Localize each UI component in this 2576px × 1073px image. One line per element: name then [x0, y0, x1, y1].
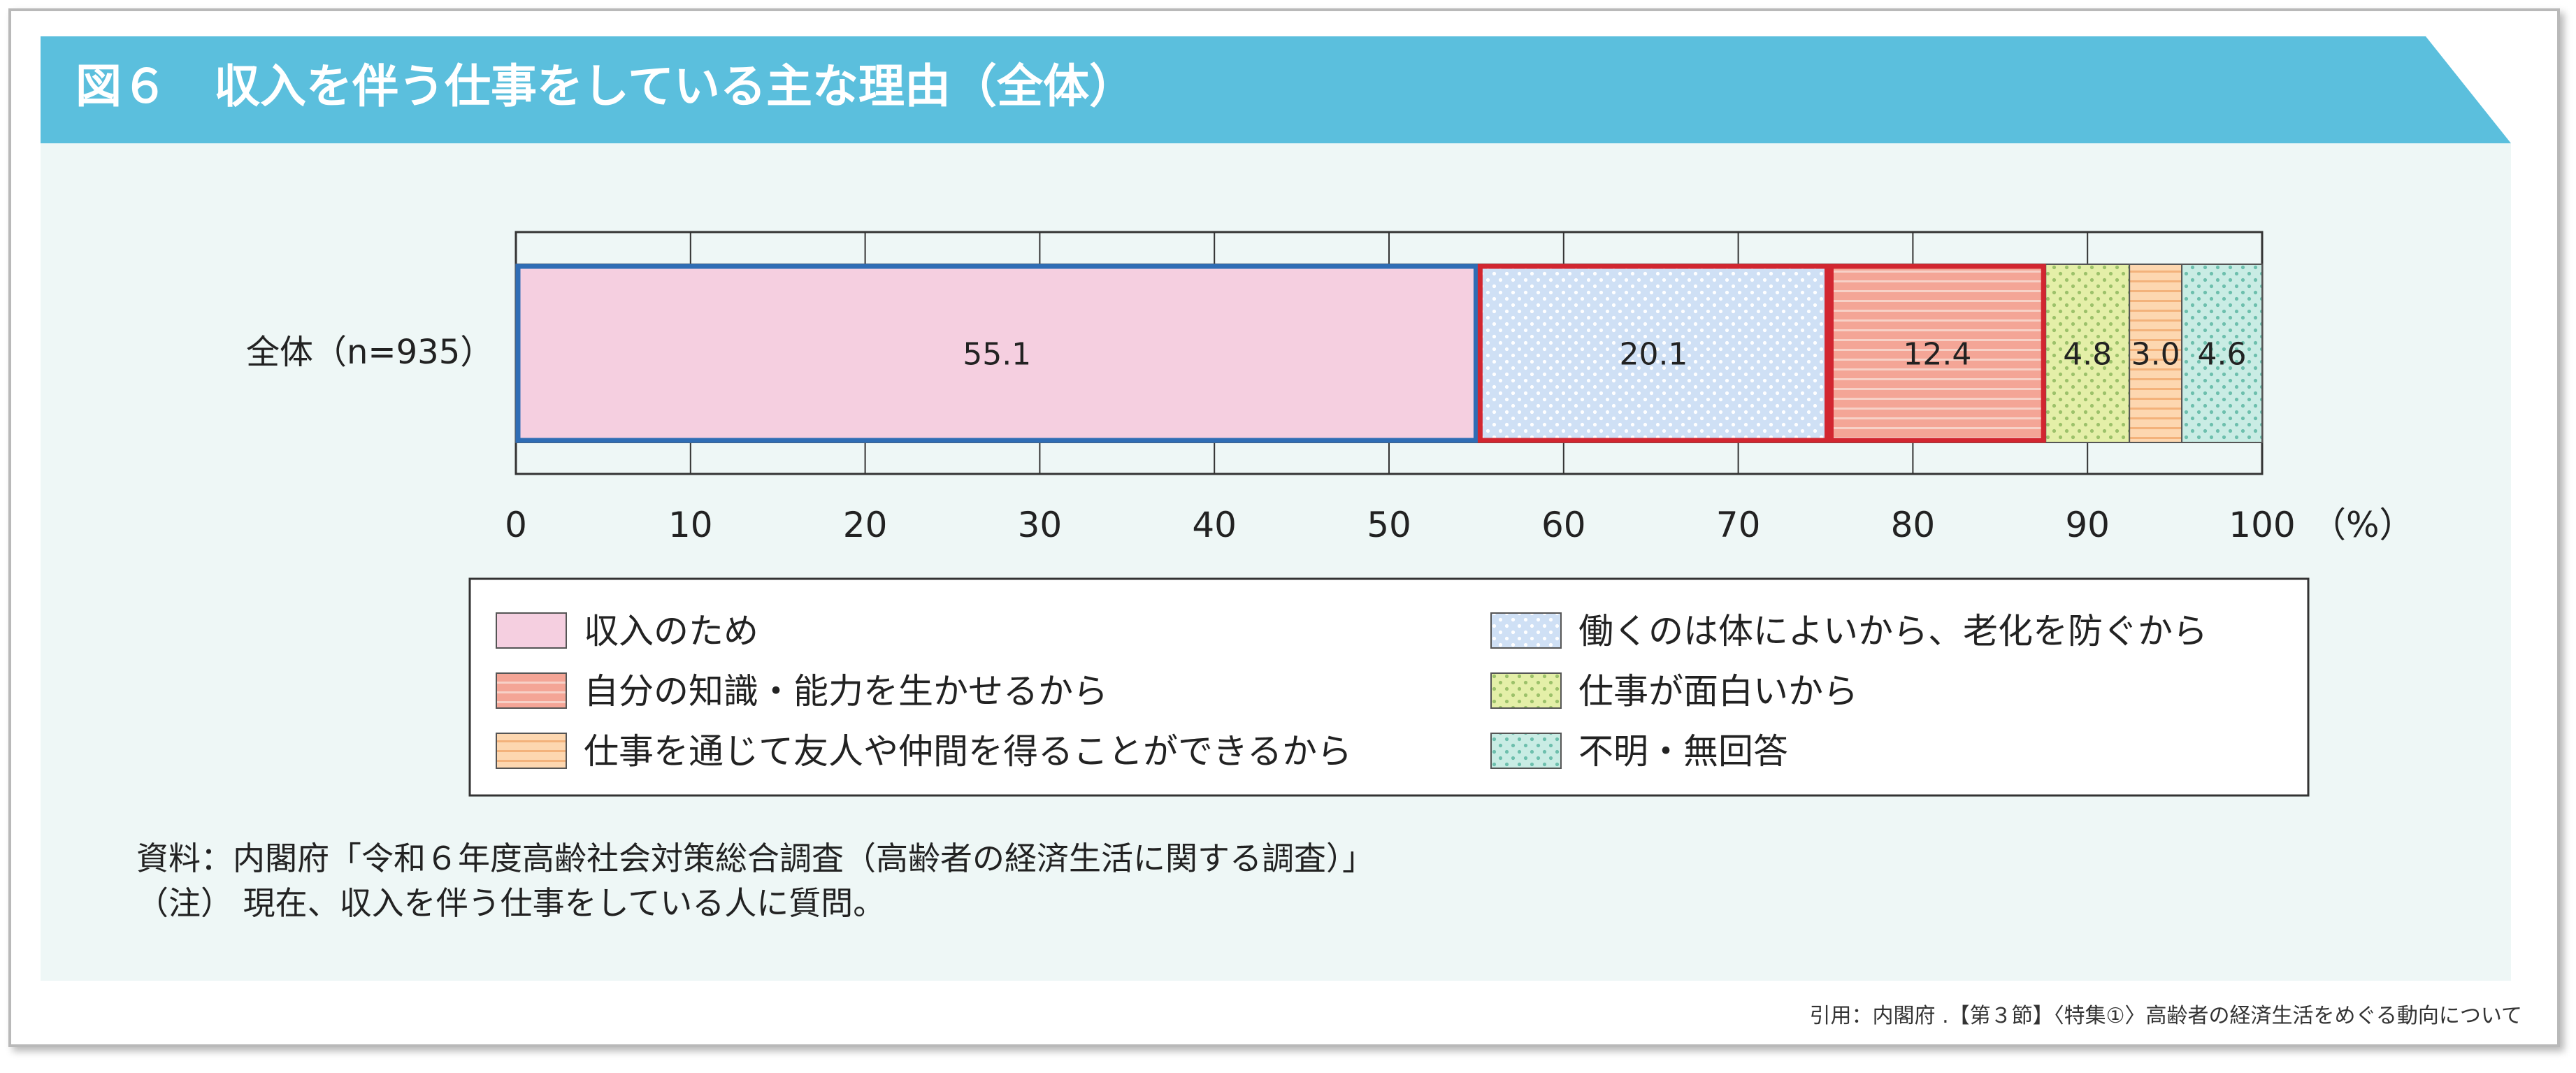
legend-label: 収入のため: [584, 611, 758, 651]
x-tick-label: 10: [668, 505, 713, 545]
bar-segment-outline: [1477, 264, 1829, 443]
data-label: 20.1: [1619, 337, 1688, 373]
source-note: 資料：内閣府「令和６年度高齢社会対策総合調査（高齢者の経済生活に関する調査）」: [136, 840, 1374, 877]
data-label: 12.4: [1903, 337, 1971, 373]
legend-label: 自分の知識・能力を生かせるから: [584, 671, 1108, 712]
legend-swatch: [1490, 672, 1562, 709]
x-tick-label: 50: [1367, 505, 1411, 545]
chart-title: 図６ 収入を伴う仕事をしている主な理由（全体）: [75, 59, 1135, 113]
legend-box: [468, 577, 2310, 797]
data-label: 4.8: [2063, 337, 2112, 373]
x-tick-label: 30: [1018, 505, 1063, 545]
legend-swatch: [496, 612, 567, 649]
data-label: 55.1: [963, 337, 1031, 373]
legend-swatch: [1490, 733, 1562, 769]
x-tick-label: 40: [1192, 505, 1237, 545]
bar-segment: [2181, 264, 2264, 443]
bar-segment-outline: [515, 264, 1478, 443]
legend: 収入のため自分の知識・能力を生かせるから仕事を通じて友人や仲間を得ることができる…: [468, 577, 2310, 797]
legend-swatch: [496, 672, 567, 709]
legend-swatch: [1490, 612, 1562, 649]
footnote: （注） 現在、収入を伴う仕事をしている人に質問。: [136, 884, 885, 922]
bar-segment: [515, 264, 1479, 443]
x-tick-label: 80: [1891, 505, 1936, 545]
legend-swatch: [496, 733, 567, 769]
x-tick-label: 20: [843, 505, 888, 545]
title-banner: [41, 36, 2511, 143]
bar-segment: [1828, 264, 2047, 443]
plot-area: 0 10 20 30 40 50 60 70 80 90 100 （%） 全体（n=935） 55.1 20…: [246, 231, 2415, 545]
data-label: 4.6: [2198, 337, 2247, 373]
x-axis-unit: （%）: [2311, 505, 2415, 545]
legend-label: 不明・無回答: [1578, 731, 1788, 772]
citation: 引用：内閣府 .【第３節】〈特集①〉高齢者の経済生活をめぐる動向について: [1810, 1004, 2522, 1028]
bar-segment-outline: [1828, 264, 2046, 443]
x-tick-label: 0: [505, 505, 527, 545]
data-label: 3.0: [2131, 337, 2180, 373]
legend-label: 働くのは体によいから、老化を防ぐから: [1578, 611, 2208, 651]
legend-label: 仕事を通じて友人や仲間を得ることができるから: [584, 731, 1352, 772]
x-tick-label: 70: [1716, 505, 1761, 545]
x-tick-label: 90: [2065, 505, 2110, 545]
legend-label: 仕事が面白いから: [1578, 671, 1858, 712]
x-tick-label: 100: [2229, 505, 2295, 545]
x-tick-label: 60: [1541, 505, 1586, 545]
category-label: 全体（n=935）: [246, 333, 494, 372]
bar-segment: [2129, 264, 2183, 443]
